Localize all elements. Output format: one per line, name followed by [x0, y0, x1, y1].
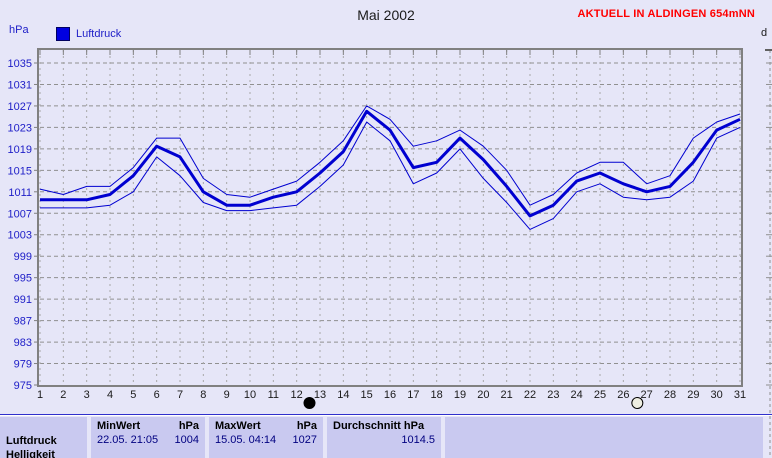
x-tick-label: 19 [454, 389, 466, 401]
series-thick-line [40, 109, 741, 218]
x-tick-label: 22 [524, 389, 536, 401]
x-tick-label: 12 [291, 389, 303, 401]
x-tick-label: 28 [664, 389, 676, 401]
x-tick-label: 26 [617, 389, 629, 401]
avg-header: Durchschnitt hPa [333, 420, 425, 432]
series-thin-line [40, 121, 741, 230]
x-tick-label: 13 [314, 389, 326, 401]
legend-label: Luftdruck [76, 28, 122, 40]
y-tick-label: 1007 [8, 208, 32, 220]
y-tick-label: 979 [14, 359, 32, 371]
x-tick-label: 14 [337, 389, 349, 401]
x-tick-label: 1 [37, 389, 43, 401]
max-datetime: 15.05. 04:14 [215, 434, 277, 446]
x-tick-label: 3 [84, 389, 90, 401]
max-header: MaxWert [215, 420, 261, 432]
new-moon-icon [303, 397, 316, 409]
x-tick-label: 21 [501, 389, 513, 401]
x-tick-label: 9 [224, 389, 230, 401]
x-tick-label: 27 [641, 389, 653, 401]
y-tick-label: 991 [14, 294, 32, 306]
next-sensor-row-label: Helligkeit [6, 449, 55, 458]
y-tick-label: 1019 [8, 144, 32, 156]
summary-cell-average[interactable]: Durchschnitt hPa 1014.5 [327, 417, 441, 458]
x-tick-label: 4 [107, 389, 113, 401]
avg-value: 1014.5 [401, 434, 435, 446]
min-value: 1004 [174, 434, 199, 446]
y-tick-label: 1027 [8, 101, 32, 113]
legend-color-swatch-icon [56, 27, 70, 41]
summary-cell-min[interactable]: MinWert hPa 22.05. 21:05 1004 [91, 417, 205, 458]
x-tick-label: 6 [154, 389, 160, 401]
min-unit: hPa [178, 420, 199, 432]
x-tick-label: 30 [711, 389, 723, 401]
y-tick-label: 1011 [8, 187, 32, 199]
summary-cell-sensor[interactable]: Luftdruck Helligkeit [0, 417, 87, 458]
series-thin-line [39, 105, 741, 206]
y-tick-label: 1023 [8, 122, 32, 134]
x-tick-label: 20 [477, 389, 489, 401]
min-datetime: 22.05. 21:05 [97, 434, 159, 446]
x-tick-label: 17 [407, 389, 419, 401]
next-panel-label: d [761, 27, 768, 39]
x-tick-label: 29 [687, 389, 699, 401]
x-tick-label: 16 [384, 389, 396, 401]
y-tick-label: 995 [14, 273, 32, 285]
x-tick-label: 23 [547, 389, 559, 401]
legend: Luftdruck [56, 27, 121, 41]
y-tick-label: 1035 [8, 58, 32, 70]
y-tick-label: 1015 [8, 165, 32, 177]
summary-cell-max[interactable]: MaxWert hPa 15.05. 04:14 1027 [209, 417, 323, 458]
y-tick-label: 1031 [8, 79, 32, 91]
min-header: MinWert [97, 420, 141, 432]
station-label: AKTUELL IN ALDINGEN 654mNN [577, 8, 755, 20]
x-tick-label: 18 [431, 389, 443, 401]
y-tick-label: 987 [14, 316, 32, 328]
summary-table: Luftdruck Helligkeit MinWert hPa 22.05. … [0, 417, 772, 458]
x-tick-label: 10 [244, 389, 256, 401]
x-tick-label: 31 [734, 389, 746, 401]
y-tick-label: 975 [14, 380, 32, 392]
x-tick-label: 7 [177, 389, 183, 401]
full-moon-icon [631, 397, 644, 409]
chart-title: Mai 2002 [357, 7, 415, 23]
x-tick-label: 11 [268, 389, 279, 401]
y-tick-label: 999 [14, 251, 32, 263]
separator-line [0, 414, 772, 415]
x-tick-label: 5 [130, 389, 136, 401]
summary-cell-empty [445, 417, 763, 458]
y-tick-label: 1003 [8, 230, 32, 242]
separator-highlight [0, 415, 772, 416]
x-tick-label: 15 [361, 389, 373, 401]
x-tick-label: 24 [571, 389, 583, 401]
max-value: 1027 [292, 434, 317, 446]
x-tick-label: 25 [594, 389, 606, 401]
y-axis-unit-label: hPa [9, 24, 29, 36]
y-tick-label: 983 [14, 337, 32, 349]
sensor-row-label: Luftdruck [6, 435, 57, 447]
x-tick-label: 8 [200, 389, 206, 401]
x-tick-label: 2 [60, 389, 66, 401]
max-unit: hPa [296, 420, 317, 432]
